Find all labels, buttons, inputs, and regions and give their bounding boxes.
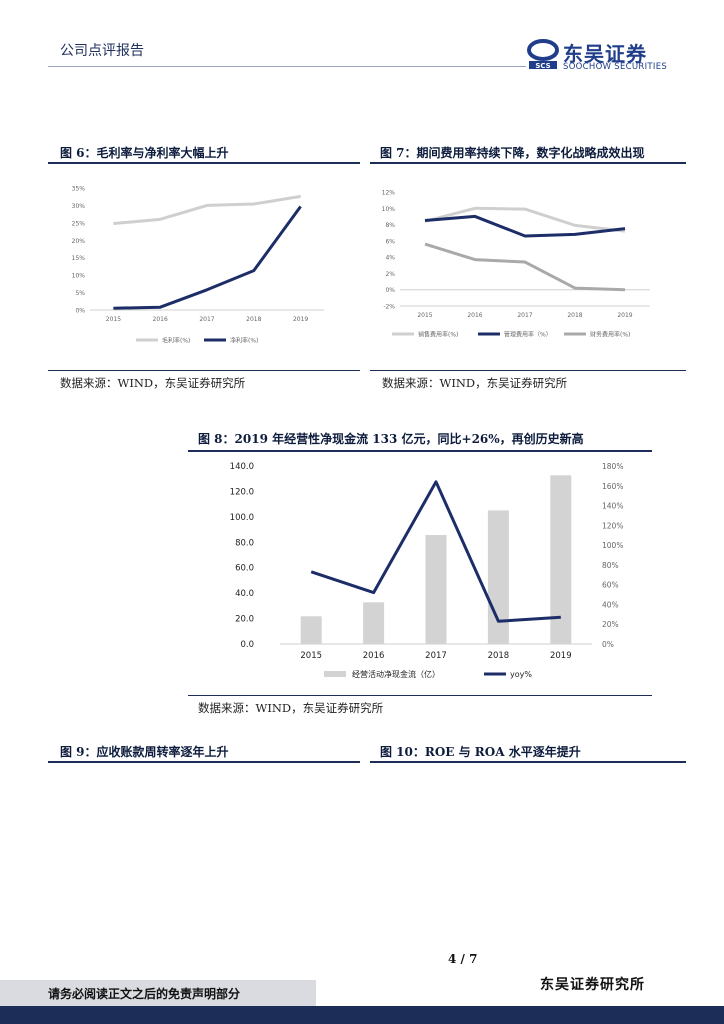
legend-bar-swatch [324, 671, 346, 677]
logo-mark-text: SCS [535, 62, 550, 70]
y-tick-label: 0% [385, 287, 395, 294]
right-y-tick-label: 60% [602, 581, 619, 590]
right-y-tick-label: 120% [602, 521, 623, 530]
right-y-tick-label: 20% [602, 620, 619, 629]
page-number: 4 / 7 [448, 952, 478, 966]
fig7-bottom-rule [370, 370, 686, 371]
disclaimer-tab [0, 980, 316, 1006]
y-tick-label: 20% [72, 238, 86, 245]
x-tick-label: 2015 [106, 316, 121, 323]
x-tick-label: 2016 [363, 651, 385, 661]
y-tick-label: 0% [75, 308, 85, 315]
series-line-2 [424, 214, 626, 238]
left-y-tick-label: 120.0 [230, 487, 254, 497]
cashflow-bar [300, 616, 322, 644]
fig6-chart: 0% 5% 10% 15% 20% 25% 30% 35% 2015 2016 2017 2018 20… [72, 186, 324, 345]
fig9-title: 图 9：应收账款周转率逐年上升 [60, 745, 229, 759]
legend-label: 财务费用率(%) [590, 331, 630, 339]
fig6-source: 数据来源：WIND，东吴证券研究所 [60, 376, 246, 390]
cashflow-bar [550, 475, 572, 644]
left-y-tick-label: 40.0 [235, 589, 254, 599]
x-tick-label: 2016 [467, 312, 482, 319]
y-tick-label: 30% [72, 203, 86, 210]
y-tick-label: 8% [385, 222, 395, 229]
y-tick-label: 10% [72, 273, 86, 280]
x-tick-label: 2015 [300, 651, 322, 661]
y-tick-label: 35% [72, 186, 86, 193]
y-tick-label: -2% [383, 304, 395, 311]
left-y-tick-label: 60.0 [235, 564, 254, 574]
y-tick-label: 15% [72, 255, 86, 262]
yoy-line [310, 480, 561, 623]
footer-org: 东吴证券研究所 [540, 977, 645, 993]
fig6-bottom-rule [48, 370, 360, 371]
series-line-1 [113, 194, 301, 226]
x-tick-label: 2019 [293, 316, 308, 323]
x-tick-label: 2017 [425, 651, 447, 661]
series-line-2 [113, 205, 302, 310]
y-tick-label: 2% [385, 271, 395, 278]
right-y-tick-label: 160% [602, 482, 623, 491]
legend-label: 管理费用率（%） [504, 331, 552, 339]
report-type: 公司点评报告 [60, 43, 144, 59]
fig7-title: 图 7：期间费用率持续下降，数字化战略成效出现 [380, 146, 645, 160]
fig7-top-rule [370, 162, 686, 164]
right-y-tick-label: 180% [602, 462, 623, 471]
fig7-chart: -2% 0% 2% 4% 6% 8% 10% 12% 2015 2016 2017 2018 2019 销… [382, 190, 650, 339]
x-tick-label: 2015 [417, 312, 432, 319]
header-divider [48, 66, 526, 67]
fig10-top-rule [370, 761, 686, 763]
cashflow-bar [363, 602, 385, 644]
left-y-tick-label: 100.0 [230, 513, 254, 523]
logo-cn: 东吴证券 [563, 42, 647, 66]
fig8-top-rule [188, 450, 652, 452]
fig6-top-rule [48, 162, 360, 164]
left-y-tick-label: 80.0 [235, 538, 254, 548]
left-y-tick-label: 140.0 [230, 462, 254, 472]
series-line-3 [424, 242, 626, 292]
y-tick-label: 10% [382, 206, 396, 213]
y-tick-label: 12% [382, 190, 396, 197]
legend-label: 销售费用率(%) [418, 331, 458, 339]
y-tick-label: 5% [75, 290, 85, 297]
legend-label: 毛利率(%) [162, 337, 190, 345]
fig6-title: 图 6：毛利率与净利率大幅上升 [60, 146, 229, 160]
fig10-title: 图 10：ROE 与 ROA 水平逐年提升 [380, 745, 581, 759]
left-y-tick-label: 20.0 [235, 615, 254, 625]
logo-en: SOOCHOW SECURITIES [563, 62, 668, 72]
disclaimer-text: 请务必阅读正文之后的免责声明部分 [48, 987, 241, 1001]
fig8-chart: 0.0 20.0 40.0 60.0 80.0 100.0 120.0 140.0 0% 20% 4… [230, 462, 624, 679]
x-tick-label: 2018 [567, 312, 582, 319]
legend-label: 净利率(%) [230, 337, 258, 345]
x-tick-label: 2016 [153, 316, 168, 323]
right-y-tick-label: 40% [602, 600, 619, 609]
series-line-1 [424, 206, 626, 233]
fig9-top-rule [48, 761, 360, 763]
cashflow-bar [425, 535, 447, 644]
x-tick-label: 2019 [617, 312, 632, 319]
brand-logo: SCS 东吴证券 SOOCHOW SECURITIES [527, 38, 677, 72]
fig7-source: 数据来源：WIND，东吴证券研究所 [382, 376, 568, 390]
x-tick-label: 2017 [517, 312, 532, 319]
y-tick-label: 6% [385, 238, 395, 245]
right-y-tick-label: 0% [602, 640, 614, 649]
y-tick-label: 4% [385, 255, 395, 262]
footer-bar [0, 1006, 724, 1024]
legend-line-label: yoy% [510, 670, 532, 679]
fig8-source: 数据来源：WIND，东吴证券研究所 [198, 701, 384, 715]
x-tick-label: 2018 [488, 651, 510, 661]
cashflow-bar [487, 510, 509, 644]
left-y-tick-label: 0.0 [240, 640, 254, 650]
x-tick-label: 2017 [199, 316, 214, 323]
legend-bar-label: 经营活动净现金流（亿） [352, 669, 440, 679]
right-y-tick-label: 140% [602, 502, 623, 511]
x-tick-label: 2018 [246, 316, 261, 323]
fig8-title: 图 8：2019 年经营性净现金流 133 亿元，同比+26%，再创历史新高 [198, 432, 584, 446]
right-y-tick-label: 100% [602, 541, 623, 550]
fig8-bottom-rule [188, 695, 652, 696]
right-y-tick-label: 80% [602, 561, 619, 570]
x-tick-label: 2019 [550, 651, 572, 661]
y-tick-label: 25% [72, 220, 86, 227]
logo-mark-icon: SCS [527, 39, 559, 70]
